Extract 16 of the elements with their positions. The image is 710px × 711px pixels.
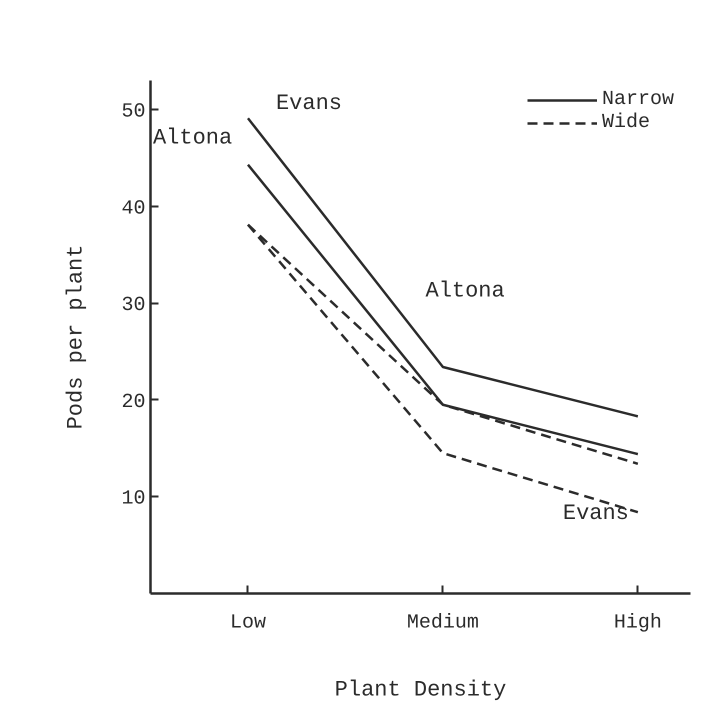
annotation: Evans — [562, 500, 629, 526]
legend-label: Wide — [602, 111, 652, 134]
y-tick-label: 20 — [121, 390, 146, 414]
annotation: Evans — [276, 91, 342, 116]
legend-label: Narrow — [602, 88, 676, 111]
x-tick-label: High — [614, 612, 662, 634]
x-axis-title: Plant Density — [334, 678, 506, 702]
y-tick-label: 40 — [121, 197, 146, 220]
annotation: Altona — [152, 126, 232, 151]
x-tick-label: Low — [230, 612, 266, 634]
y-tick-label: 30 — [121, 294, 146, 318]
annotation: Altona — [426, 278, 505, 304]
x-tick-label: Medium — [406, 612, 479, 634]
y-axis-title: Pods per plant — [63, 244, 88, 430]
y-tick-label: 10 — [121, 488, 146, 511]
y-tick-label: 50 — [121, 100, 146, 124]
